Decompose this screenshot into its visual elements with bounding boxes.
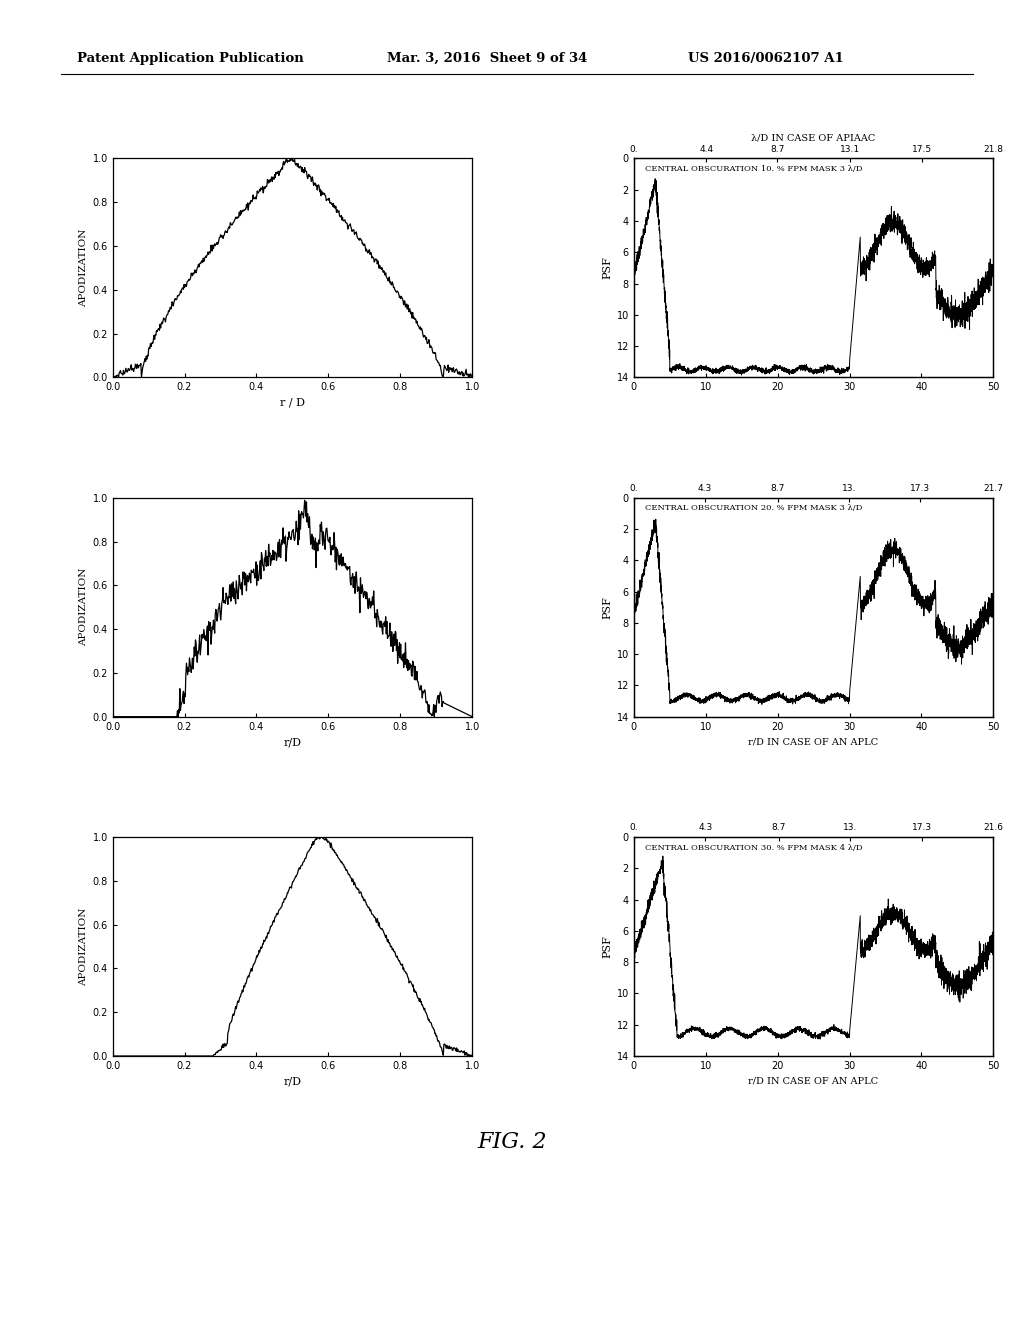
Text: Patent Application Publication: Patent Application Publication bbox=[77, 51, 303, 65]
X-axis label: r/D: r/D bbox=[284, 1076, 301, 1086]
Y-axis label: APODIZATION: APODIZATION bbox=[79, 568, 88, 647]
Text: US 2016/0062107 A1: US 2016/0062107 A1 bbox=[688, 51, 844, 65]
Y-axis label: APODIZATION: APODIZATION bbox=[79, 228, 88, 308]
Text: CENTRAL OBSCURATION 30. % FPM MASK 4 λ/D: CENTRAL OBSCURATION 30. % FPM MASK 4 λ/D bbox=[645, 843, 862, 851]
X-axis label: r/D: r/D bbox=[284, 737, 301, 747]
Y-axis label: APODIZATION: APODIZATION bbox=[79, 907, 88, 986]
X-axis label: r/D IN CASE OF AN APLC: r/D IN CASE OF AN APLC bbox=[749, 1076, 879, 1085]
X-axis label: λ/D IN CASE OF APIAAC: λ/D IN CASE OF APIAAC bbox=[752, 133, 876, 143]
Text: CENTRAL OBSCURATION 10. % FPM MASK 3 λ/D: CENTRAL OBSCURATION 10. % FPM MASK 3 λ/D bbox=[645, 165, 862, 173]
Text: CENTRAL OBSCURATION 20. % FPM MASK 3 λ/D: CENTRAL OBSCURATION 20. % FPM MASK 3 λ/D bbox=[645, 504, 862, 512]
X-axis label: r / D: r / D bbox=[280, 397, 305, 408]
Y-axis label: PSF: PSF bbox=[602, 935, 612, 958]
Text: FIG. 2: FIG. 2 bbox=[477, 1131, 547, 1152]
Y-axis label: PSF: PSF bbox=[602, 595, 612, 619]
Text: Mar. 3, 2016  Sheet 9 of 34: Mar. 3, 2016 Sheet 9 of 34 bbox=[387, 51, 588, 65]
Y-axis label: PSF: PSF bbox=[602, 256, 612, 280]
X-axis label: r/D IN CASE OF AN APLC: r/D IN CASE OF AN APLC bbox=[749, 737, 879, 746]
